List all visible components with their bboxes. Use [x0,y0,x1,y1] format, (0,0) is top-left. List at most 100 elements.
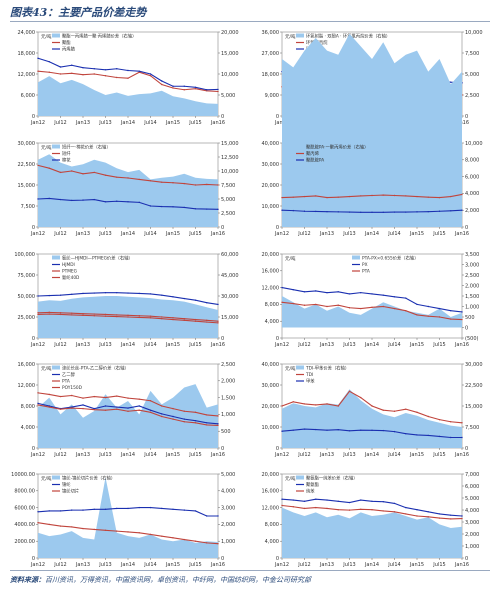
series-point [37,402,39,405]
x-tick-label: Jul12 [297,231,310,237]
series-point [71,509,73,511]
series-point [59,408,62,410]
series-point [172,317,174,319]
y-left-tick-label: 0 [32,225,35,231]
x-tick-label: Jul14 [387,452,400,458]
y-right-tick-label: 15,000 [221,51,239,57]
series-point [59,66,62,68]
series-point [416,509,418,511]
series-point [71,170,73,172]
series-point [393,194,396,197]
series-point [438,435,441,438]
series-point [360,291,362,294]
legend-swatch [52,33,60,38]
series-point [461,515,463,517]
x-tick-label: Jan12 [30,120,45,126]
chart-svg: 0 6,000 12,000 18,000 24,000 0 5,000 10,000 15,0… [18,30,239,126]
series-point [149,506,152,509]
title-rule [10,21,490,22]
y-right-tick-label: 15,000 [221,141,239,147]
series-point [71,526,73,528]
y-right-tick-label: 2,500 [221,362,235,368]
series-point [292,401,294,403]
series-point [360,211,362,213]
series-point [93,408,95,411]
series-point [382,294,384,296]
series-point [438,513,441,515]
y-left-tick-label: 4,000 [21,425,35,431]
series-point [217,415,219,417]
series-point [461,436,463,439]
series-point [59,395,62,398]
legend-label: PTA-PX×0.655价差（右轴） [362,255,419,262]
x-tick-label: Jan15 [409,452,424,458]
series-point [183,418,185,420]
series-point [104,201,107,203]
series-point [438,517,441,519]
chart-svg: 0 10,000 20,000 30,000 40,000 0 2,000 4,000 6,00… [262,33,483,237]
series-point [104,313,107,316]
x-tick-label: Jan14 [120,562,135,568]
series-point [172,537,174,539]
x-tick-label: Jan15 [165,120,180,126]
legend-label: 聚氨酯 [306,481,320,488]
series-point [48,61,50,63]
series-point [217,184,219,186]
y-right-tick-label: 0 [465,556,468,562]
x-tick-label: Jan12 [30,342,45,348]
series-point [315,210,317,213]
series-point [138,292,140,295]
series-point [217,88,219,91]
series-point [438,316,441,318]
y-left-tick-label: 4000.00 [14,522,35,528]
legend-label: 涤纶长丝-PTA-乙二醇价差（右轴） [62,365,129,372]
x-tick-label: Jan13 [319,231,334,237]
series-point [149,180,152,182]
y-right-tick-label: 2,000 [465,208,479,214]
series-point [438,196,441,199]
series-point [93,68,95,70]
series-point [206,542,208,544]
x-tick-label: Jul15 [188,452,201,458]
x-tick-label: Jul15 [188,231,201,237]
series-point [461,517,463,520]
x-tick-label: Jan12 [30,231,45,237]
y-right-tick-label: 2,000 [465,283,479,289]
series-point [116,76,118,79]
x-tick-label: Jan12 [274,562,289,568]
series-point [206,422,208,424]
series-point [393,430,396,433]
x-tick-label: Jan16 [454,562,469,568]
series-point [161,415,163,418]
series-point [161,83,163,86]
series-point [393,511,396,513]
series-area [38,154,218,227]
series-point [48,510,50,512]
series-point [82,74,84,76]
series-point [461,193,463,196]
series-point [48,311,50,314]
legend-swatch [52,255,60,260]
x-tick-label: Jan13 [75,562,90,568]
series-point [172,407,174,410]
series-point [48,393,50,396]
series-point [127,77,129,79]
x-tick-label: Jan13 [319,452,334,458]
series-point [360,195,362,197]
series-point [315,303,317,306]
series-point [93,528,95,531]
series-point [360,307,362,310]
series-point [348,307,351,309]
series-point [281,498,283,500]
legend-label: 锦纶切片 [62,488,79,495]
series-point [93,508,95,510]
chart-svg: 0 2000.00 4000.00 6000.00 8000.00 10000.00 0 1,… [11,472,235,568]
legend-swatch [52,365,60,370]
unit-label: 元/吨 [285,33,296,40]
series-point [37,295,39,297]
x-tick-label: Jan13 [319,342,334,348]
series-point [172,182,174,184]
y-left-tick-label: 8,000 [265,522,279,528]
series-point [116,507,118,510]
x-tick-label: Jul15 [188,120,201,126]
